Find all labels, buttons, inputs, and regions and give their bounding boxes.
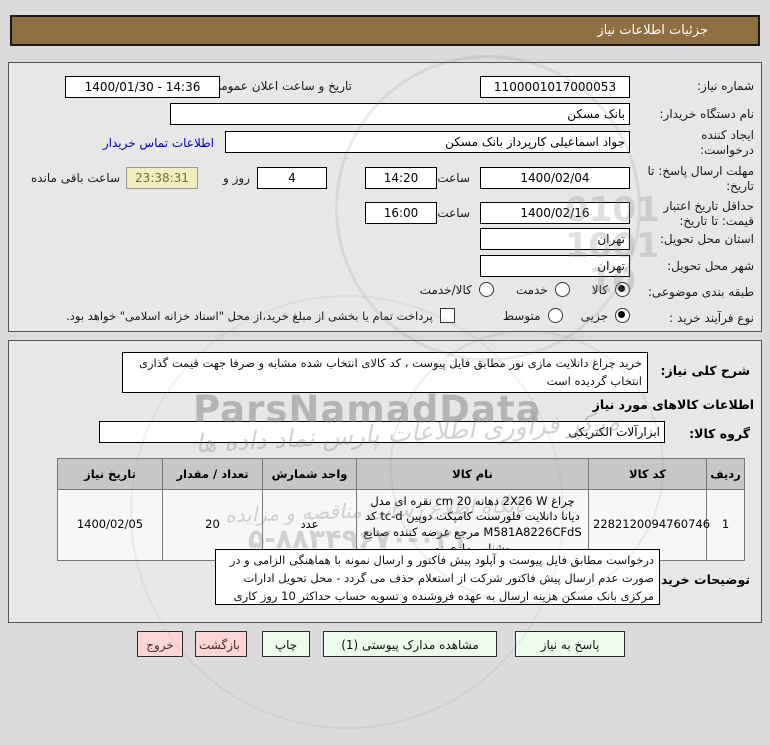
buyer-notes-box[interactable]: درخواست مطابق فایل پیوست و آپلود پیش فاک… xyxy=(215,549,660,605)
classification-option-goods-service[interactable]: کالا/خدمت xyxy=(420,282,494,297)
classification-label: طبقه بندی موضوعی: xyxy=(647,285,754,299)
cell-need-date: 1400/02/05 xyxy=(57,489,163,561)
classification-options: کالا خدمت کالا/خدمت xyxy=(420,282,630,297)
hours-remaining-label: ساعت باقی مانده xyxy=(30,171,120,185)
price-validity-label: حداقل تاریخ اعتبار قیمت: تا تاریخ: xyxy=(663,199,754,228)
goods-section-title: اطلاعات کالاهای مورد نیاز xyxy=(592,397,754,412)
treasury-payment-option[interactable]: پرداخت تمام یا بخشی از مبلغ خرید،از محل … xyxy=(66,308,455,323)
page-title-bar: جزئیات اطلاعات نیاز xyxy=(10,15,760,46)
process-option-partial[interactable]: جزیی xyxy=(581,308,630,323)
request-creator-field[interactable] xyxy=(225,131,630,153)
need-description-label: شرح کلی نیاز: xyxy=(660,363,750,378)
radio-selected-icon[interactable] xyxy=(615,282,630,297)
view-attached-docs-button[interactable]: مشاهده مدارک پیوستی (1) xyxy=(323,631,497,657)
countdown-timer: 23:38:31 xyxy=(126,167,198,189)
radio-icon[interactable] xyxy=(554,282,570,297)
goods-table: ردیف کد کالا نام کالا واحد شمارش تعداد /… xyxy=(57,458,745,561)
reply-deadline-label: مهلت ارسال پاسخ: تا تاریخ: xyxy=(647,164,754,193)
reply-deadline-date-field[interactable] xyxy=(480,167,630,189)
process-type-label: نوع فرآیند خرید : xyxy=(669,311,754,325)
reply-to-need-button[interactable]: پاسخ به نیاز xyxy=(515,631,625,657)
col-goods-name: نام کالا xyxy=(356,458,589,490)
need-number-label: شماره نیاز: xyxy=(697,79,754,93)
city-label: شهر محل تحویل: xyxy=(667,259,754,273)
radio-icon[interactable] xyxy=(547,308,563,323)
buyer-org-field[interactable] xyxy=(170,103,630,125)
reply-deadline-hour-label: ساعت xyxy=(437,171,470,185)
goods-group-field[interactable] xyxy=(99,421,665,443)
price-validity-time-field[interactable] xyxy=(365,202,437,224)
col-quantity: تعداد / مقدار xyxy=(162,458,263,490)
buyer-org-label: نام دستگاه خریدار: xyxy=(659,107,755,121)
classification-option-service[interactable]: خدمت xyxy=(516,282,570,297)
remaining-days-field[interactable] xyxy=(257,167,327,189)
goods-table-header-row: ردیف کد کالا نام کالا واحد شمارش تعداد /… xyxy=(57,458,745,490)
announce-datetime-field[interactable] xyxy=(65,76,220,98)
reply-deadline-time-field[interactable] xyxy=(365,167,437,189)
exit-button[interactable]: خروج xyxy=(137,631,183,657)
price-validity-hour-label: ساعت xyxy=(437,206,470,220)
print-button[interactable]: چاپ xyxy=(262,631,310,657)
page-title: جزئیات اطلاعات نیاز xyxy=(597,23,708,38)
province-label: استان محل تحویل: xyxy=(659,232,754,246)
days-and-label: روز و xyxy=(223,171,250,185)
goods-group-label: گروه کالا: xyxy=(689,426,750,441)
price-validity-date-field[interactable] xyxy=(480,202,630,224)
need-number-field[interactable] xyxy=(480,76,630,98)
col-need-date: تاریخ نیاز xyxy=(57,458,163,490)
request-creator-label: ایجاد کننده درخواست: xyxy=(700,128,754,157)
back-button[interactable]: بازگشت xyxy=(195,631,247,657)
announce-datetime-label: تاریخ و ساعت اعلان عمومی: xyxy=(207,79,352,93)
city-field[interactable] xyxy=(480,255,630,277)
buyer-contact-link[interactable]: اطلاعات تماس خریدار xyxy=(102,136,214,150)
buyer-notes-label: توضیحات خریدار: xyxy=(644,572,750,587)
radio-icon[interactable] xyxy=(478,282,494,297)
checkbox-icon[interactable] xyxy=(439,308,455,323)
col-row-number: ردیف xyxy=(706,458,745,490)
province-field[interactable] xyxy=(480,228,630,250)
col-count-unit: واحد شمارش xyxy=(262,458,357,490)
cell-row-number: 1 xyxy=(706,489,745,561)
process-option-medium[interactable]: متوسط xyxy=(503,308,563,323)
col-goods-code: کد کالا xyxy=(588,458,707,490)
need-description-box[interactable]: خرید چراغ دانلایت مازی نور مطابق فایل پی… xyxy=(122,352,648,393)
radio-selected-icon[interactable] xyxy=(615,308,630,323)
classification-option-goods[interactable]: کالا xyxy=(592,282,630,297)
process-type-options: جزیی متوسط پرداخت تمام یا بخشی از مبلغ خ… xyxy=(66,308,630,323)
